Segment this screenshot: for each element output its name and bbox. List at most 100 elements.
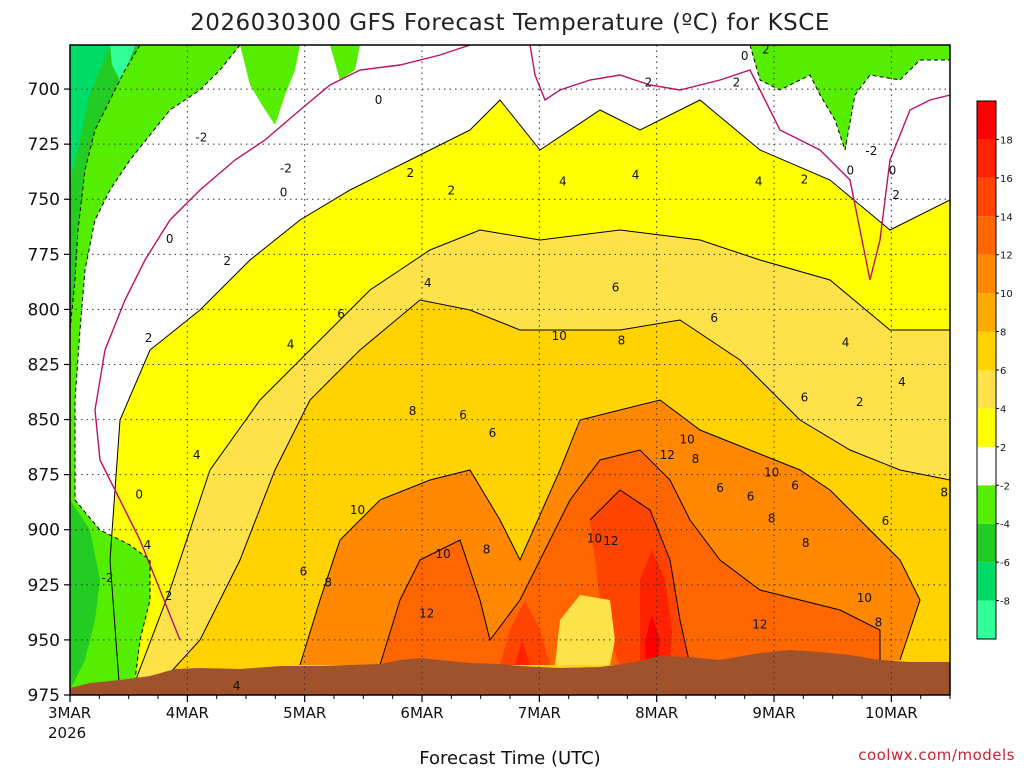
x-tick-label: 6MAR bbox=[400, 704, 443, 722]
y-tick-label: 825 bbox=[28, 355, 60, 375]
contour-label: 8 bbox=[875, 615, 883, 629]
contour-label: 4 bbox=[193, 448, 201, 462]
contour-label: 4 bbox=[898, 375, 906, 389]
contour-label: 8 bbox=[618, 333, 626, 347]
contour-label: 2 bbox=[762, 42, 770, 56]
contour-label: 0 bbox=[135, 487, 143, 501]
y-tick-label: 850 bbox=[28, 411, 60, 431]
contour-label: 6 bbox=[747, 490, 755, 504]
contour-label: 6 bbox=[791, 479, 799, 493]
colorbar-label: -6 bbox=[1000, 558, 1010, 569]
y-tick-label: 975 bbox=[28, 686, 60, 706]
contour-label: 6 bbox=[716, 481, 724, 495]
contour-label: 0 bbox=[166, 232, 174, 246]
isotherm-0 bbox=[94, 45, 471, 641]
band-cold-minus4 bbox=[70, 45, 140, 690]
colorbar-swatch bbox=[977, 139, 996, 178]
contour-label: 4 bbox=[424, 276, 432, 290]
contour-label: 4 bbox=[842, 335, 850, 349]
contour-label: 12 bbox=[752, 617, 767, 631]
y-tick-label: 700 bbox=[28, 80, 60, 100]
band-warm-18 bbox=[645, 615, 660, 665]
contour-label: 6 bbox=[459, 408, 467, 422]
y-tick-label: 800 bbox=[28, 300, 60, 320]
isotherm-10 bbox=[379, 449, 881, 666]
x-tick-label: 4MAR bbox=[166, 704, 209, 722]
contour-label: 6 bbox=[337, 307, 345, 321]
isotherm-lines bbox=[109, 99, 950, 695]
x-tick-label: 3MAR bbox=[48, 704, 91, 722]
colorbar-label: 8 bbox=[1000, 328, 1006, 339]
band-cold-minus6 bbox=[70, 45, 110, 180]
contour-label: 0 bbox=[741, 49, 749, 63]
contour-label: 10 bbox=[857, 591, 872, 605]
credit-text: coolwx.com/models bbox=[858, 746, 1015, 764]
isotherm-2 bbox=[109, 99, 950, 695]
isotherm-8 bbox=[299, 399, 921, 666]
contour-label: 8 bbox=[483, 543, 491, 557]
chart-title: 2026030300 GFS Forecast Temperature (ºC)… bbox=[190, 10, 830, 36]
colorbar-label: 18 bbox=[1000, 135, 1013, 146]
contour-label: 0 bbox=[889, 164, 897, 178]
contour-label: 6 bbox=[882, 514, 890, 528]
contour-label: 4 bbox=[233, 679, 241, 693]
contour-label: 0 bbox=[280, 186, 288, 200]
contour-label: 4 bbox=[559, 175, 567, 189]
grid-lines bbox=[70, 45, 950, 695]
x-tick-label: 7MAR bbox=[518, 704, 561, 722]
contour-label: 4 bbox=[632, 168, 640, 182]
colorbar-label: 14 bbox=[1000, 212, 1013, 223]
isotherm-4 bbox=[129, 229, 950, 695]
terrain bbox=[70, 650, 950, 695]
y-tick-label: 725 bbox=[28, 135, 60, 155]
contour-label: -2 bbox=[102, 571, 114, 585]
x-year-label: 2026 bbox=[48, 724, 86, 742]
colorbar-swatch bbox=[977, 177, 996, 217]
contour-label: 0 bbox=[846, 164, 854, 178]
contour-label: 2 bbox=[856, 395, 864, 409]
colorbar-swatch bbox=[977, 523, 996, 563]
isotherm-6 bbox=[149, 299, 950, 695]
y-tick-label: 950 bbox=[28, 631, 60, 651]
band-cold-minus8 bbox=[110, 45, 135, 80]
isotherm-0-right bbox=[529, 45, 950, 281]
contour-label: 8 bbox=[692, 452, 700, 466]
contour-label: -2 bbox=[280, 161, 292, 175]
contour-label: 2 bbox=[892, 188, 900, 202]
colorbar: 18 16 14 12 10 8 6 4 2 -2 -4 -6 -8 bbox=[976, 100, 1013, 640]
colorbar-swatch bbox=[977, 408, 996, 447]
contour-label: 6 bbox=[612, 280, 620, 294]
contour-label: -2 bbox=[865, 144, 877, 158]
colorbar-swatch bbox=[977, 331, 996, 370]
colorbar-swatch bbox=[977, 101, 996, 140]
colorbar-label: 6 bbox=[1000, 366, 1006, 377]
contour-label: 2 bbox=[645, 75, 653, 89]
contour-label: 10 bbox=[764, 465, 779, 479]
contour-label: 6 bbox=[710, 311, 718, 325]
contour-label: 2 bbox=[165, 589, 173, 603]
colorbar-swatch bbox=[977, 254, 996, 294]
band-neutral bbox=[70, 45, 950, 695]
x-tick-label: 10MAR bbox=[865, 704, 918, 722]
x-tick-label: 5MAR bbox=[283, 704, 326, 722]
contour-label: 10 bbox=[680, 432, 695, 446]
contour-label: 12 bbox=[660, 448, 675, 462]
y-tick-label: 775 bbox=[28, 245, 60, 265]
isotherm-12 bbox=[589, 489, 691, 666]
band-cold-top bbox=[240, 45, 950, 150]
isotherm-minus4 bbox=[70, 45, 141, 331]
contour-label: 6 bbox=[801, 391, 809, 405]
colorbar-swatch bbox=[977, 562, 996, 601]
contour-label: 6 bbox=[489, 426, 497, 440]
colorbar-swatch bbox=[977, 293, 996, 332]
colorbar-label: 2 bbox=[1000, 443, 1006, 454]
contour-label: 2 bbox=[733, 75, 741, 89]
contour-label: 8 bbox=[324, 576, 332, 590]
colorbar-swatch bbox=[977, 216, 996, 255]
colorbar-swatch bbox=[977, 370, 996, 409]
colorbar-label: -4 bbox=[1000, 520, 1010, 531]
contour-label: 12 bbox=[603, 534, 618, 548]
